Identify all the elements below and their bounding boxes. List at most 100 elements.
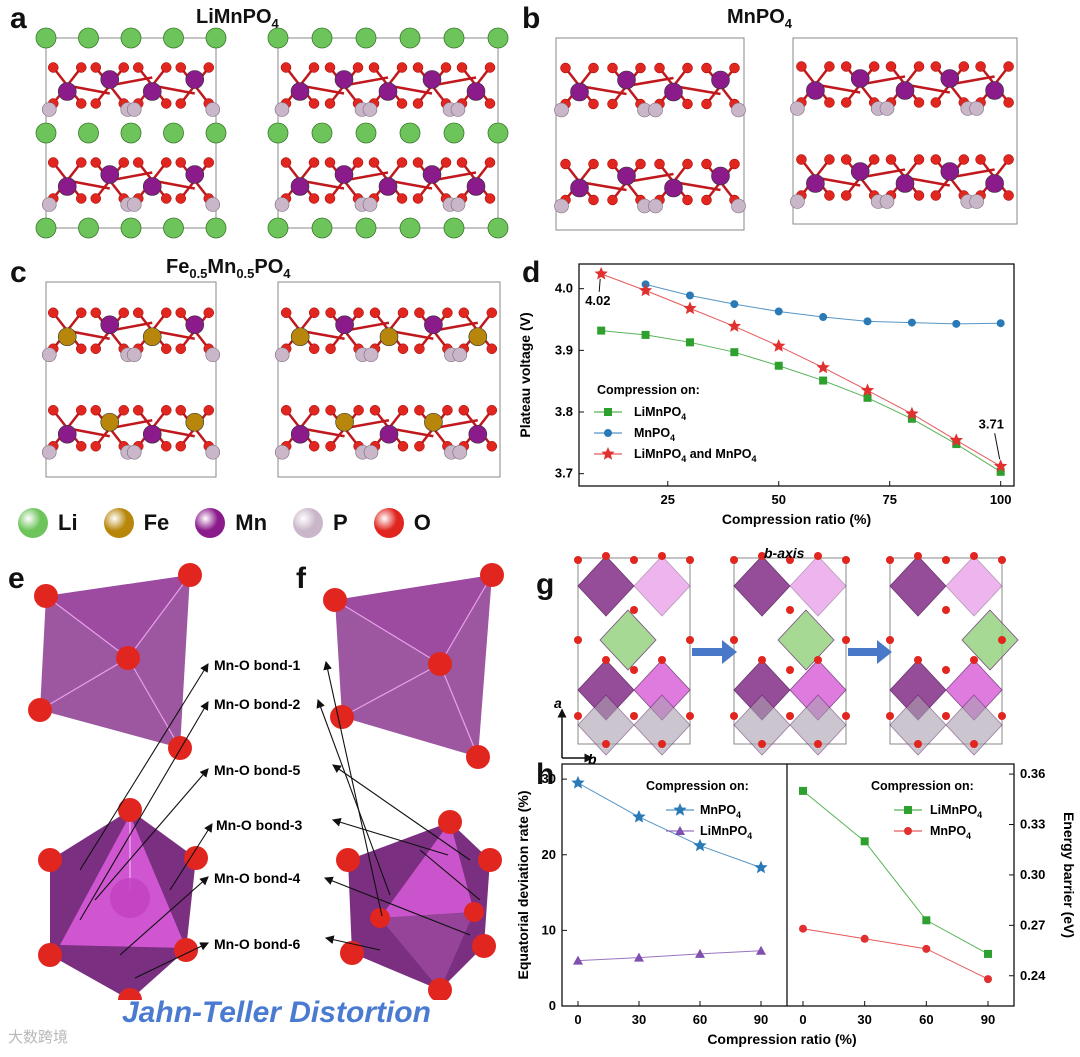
manganese-atom <box>378 82 398 101</box>
oxygen-atom <box>76 98 87 109</box>
unit-cell-box <box>277 281 501 478</box>
phosphorus-atom <box>363 347 379 363</box>
oxygen-atom <box>414 405 425 416</box>
y-tick-label-right: 0.33 <box>1020 817 1045 832</box>
oxygen-atom <box>930 190 942 201</box>
oxygen-atom <box>203 157 214 168</box>
oxygen-atom <box>76 157 87 168</box>
oxygen-atom <box>353 405 364 416</box>
oxygen-atom <box>630 666 638 674</box>
oxygen-atom <box>175 157 186 168</box>
x-tick-label: 50 <box>772 492 786 507</box>
y-axis-label: Plateau voltage (V) <box>517 312 533 437</box>
legend-label-left: LiMnPO4 <box>700 824 752 841</box>
octahedron-f <box>336 810 502 1000</box>
legend-label: LiMnPO4 <box>634 405 686 422</box>
oxygen-atom <box>730 636 738 644</box>
oxygen-atom <box>414 307 425 318</box>
oxygen-atom <box>486 307 498 318</box>
oxygen-atom <box>885 154 897 165</box>
data-point <box>905 406 919 420</box>
oxygen-atom <box>868 61 880 72</box>
phosphorus-atom <box>205 102 221 117</box>
structure-a-right <box>267 27 509 239</box>
data-point <box>604 408 612 416</box>
oxygen-atom <box>324 193 336 204</box>
x-tick-label: 60 <box>693 1012 707 1027</box>
oxygen-atom <box>397 441 409 452</box>
oxygen-atom <box>840 190 852 201</box>
iron-atom <box>379 327 399 347</box>
data-point <box>641 330 650 339</box>
data-point <box>756 945 766 955</box>
y-tick-label: 3.9 <box>555 342 573 357</box>
data-point <box>573 955 583 965</box>
data-point <box>685 338 694 347</box>
mn-octahedron <box>577 555 635 617</box>
panel-d-label: d <box>522 256 541 289</box>
oxygen-atom <box>118 62 129 73</box>
oxygen-atom <box>574 712 582 720</box>
oxygen-atom <box>175 307 186 318</box>
oxygen-atom <box>76 307 87 318</box>
data-point <box>754 860 768 874</box>
chart-h-deviation-energy: 0 30 60 90 0 30 60 90 0 10 20 30 0.24 0.27 0.30 0.33 0.3… <box>516 763 1076 1047</box>
legend-label-li: Li <box>58 510 78 535</box>
data-point <box>922 916 931 925</box>
iron-atom <box>468 327 488 347</box>
phosphorus-atom <box>790 194 805 209</box>
structure-c-left <box>41 281 221 478</box>
oxygen-atom <box>203 62 214 73</box>
mn-octahedron <box>889 555 947 617</box>
oxygen-atom <box>730 712 738 720</box>
oxygen-atom <box>484 62 496 73</box>
series-line-2 <box>601 273 1001 467</box>
legend-label-right: MnPO4 <box>930 824 971 841</box>
oxygen-atom <box>998 636 1006 644</box>
manganese-atom <box>985 81 1004 100</box>
oxygen-atom <box>588 194 599 206</box>
data-point <box>819 313 828 322</box>
lithium-atom <box>399 122 421 144</box>
data-point <box>730 348 739 357</box>
phosphorus-atom <box>452 347 468 363</box>
oxygen-atom <box>440 62 452 73</box>
manganese-atom <box>895 174 915 193</box>
g-arrow-1 <box>692 640 737 664</box>
legend-ball-p <box>293 508 324 538</box>
oxygen-atom <box>1003 190 1014 201</box>
manganese-atom <box>850 69 870 88</box>
legend-label-left: MnPO4 <box>700 803 741 820</box>
oxygen-atom <box>658 656 666 664</box>
oxygen-atom <box>913 190 925 201</box>
element-legend: Li Fe Mn P O <box>18 508 457 538</box>
panel-c-title: Fe0.5Mn0.5PO4 <box>166 256 291 281</box>
oxygen-atom <box>840 97 852 108</box>
oxygen-atom <box>325 441 336 452</box>
manganese-atom <box>185 315 205 335</box>
data-point <box>571 775 585 789</box>
panel-b-title: MnPO4 <box>727 6 793 31</box>
lithium-atom <box>267 217 289 239</box>
y-tick-label-right: 0.30 <box>1020 867 1045 882</box>
data-point <box>597 326 606 335</box>
data-point <box>984 975 992 984</box>
data-point <box>638 283 653 297</box>
oxygen-atom <box>308 98 320 109</box>
y-tick-label-right: 0.24 <box>1020 968 1046 983</box>
structure-a-left <box>35 27 227 239</box>
oxygen-atom <box>574 636 582 644</box>
lithium-atom <box>120 27 142 49</box>
oxygen-atom <box>486 405 498 416</box>
phosphorus-atom <box>452 444 468 460</box>
manganese-atom <box>806 174 825 193</box>
manganese-atom <box>711 70 730 90</box>
lithium-atom <box>311 217 333 239</box>
oxygen-atom <box>796 61 807 72</box>
manganese-atom <box>378 177 398 196</box>
mn-octahedron <box>789 555 847 617</box>
oxygen-atom <box>1003 97 1014 108</box>
data-point <box>904 827 912 835</box>
legend-item-p: P <box>293 508 348 538</box>
phosphorus-atom <box>41 347 57 363</box>
